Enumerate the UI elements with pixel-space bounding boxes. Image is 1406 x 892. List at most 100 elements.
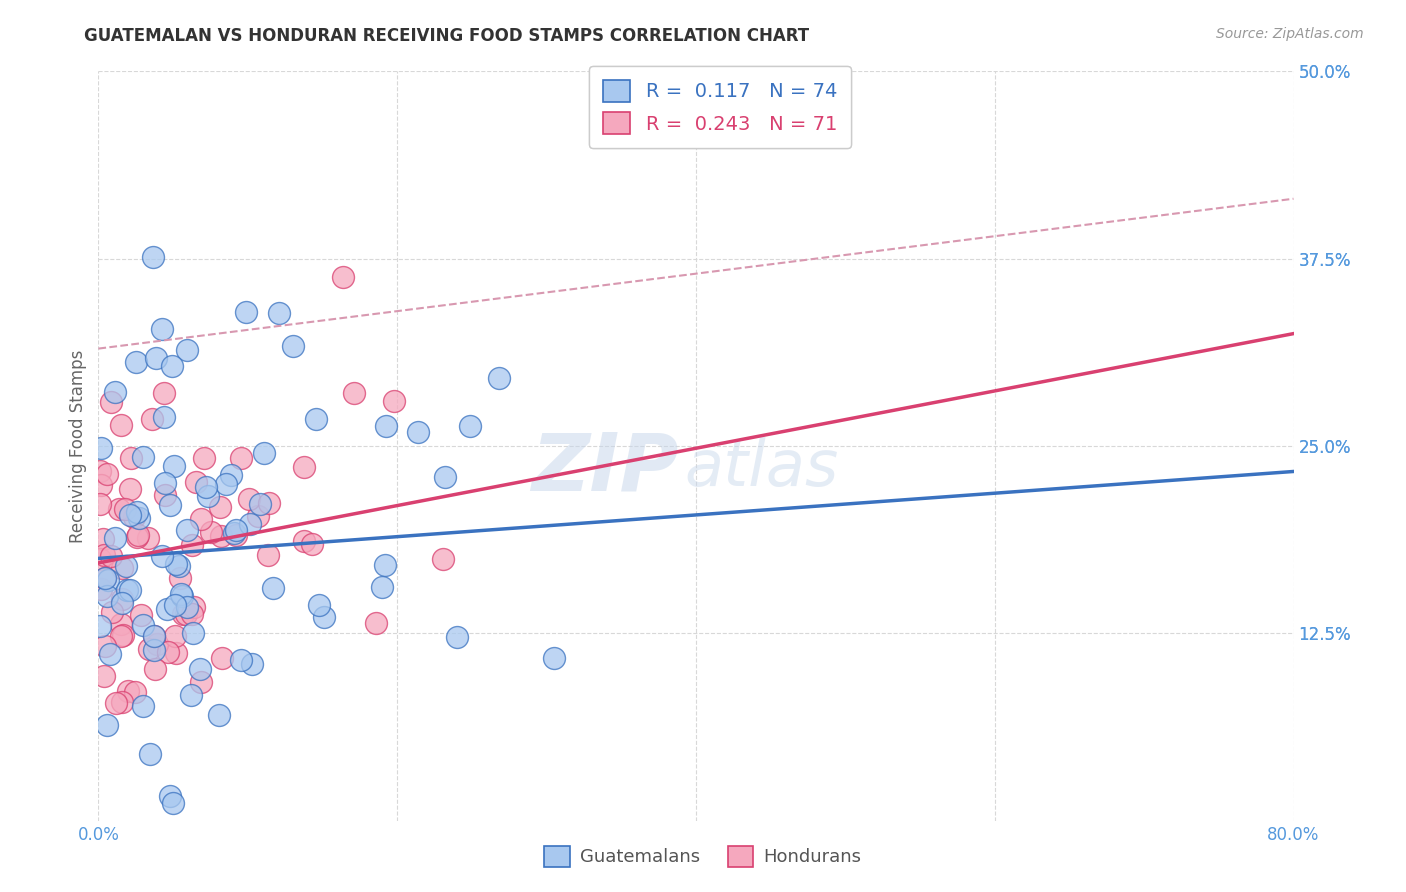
Point xyxy=(257,548,280,562)
Point xyxy=(543,651,565,665)
Y-axis label: Receiving Food Stamps: Receiving Food Stamps xyxy=(69,350,87,542)
Point xyxy=(143,662,166,676)
Text: atlas: atlas xyxy=(685,437,838,500)
Point xyxy=(183,626,205,640)
Point xyxy=(292,534,315,549)
Point xyxy=(370,580,392,594)
Point xyxy=(111,695,134,709)
Point xyxy=(132,618,155,632)
Point xyxy=(153,410,176,425)
Point xyxy=(114,559,136,574)
Point xyxy=(176,343,198,357)
Point xyxy=(152,549,174,563)
Point xyxy=(110,561,132,575)
Point xyxy=(120,508,142,522)
Point xyxy=(90,582,112,597)
Point xyxy=(174,607,197,621)
Point xyxy=(208,708,231,723)
Point xyxy=(90,442,112,456)
Point xyxy=(142,251,165,265)
Point xyxy=(145,351,167,366)
Point xyxy=(165,647,187,661)
Point xyxy=(162,796,184,810)
Point xyxy=(104,531,127,545)
Point xyxy=(125,506,148,520)
Point xyxy=(107,501,129,516)
Point xyxy=(172,607,194,621)
Point xyxy=(249,497,271,511)
Point xyxy=(111,591,134,606)
Point xyxy=(374,558,396,572)
Point xyxy=(150,322,173,336)
Point xyxy=(184,475,207,490)
Point xyxy=(169,571,191,585)
Text: Source: ZipAtlas.com: Source: ZipAtlas.com xyxy=(1216,27,1364,41)
Point xyxy=(129,608,152,623)
Point xyxy=(152,386,174,401)
Point xyxy=(281,339,304,353)
Point xyxy=(97,574,120,588)
Point xyxy=(131,699,153,714)
Point xyxy=(139,747,162,761)
Point xyxy=(142,629,165,643)
Point xyxy=(94,571,117,585)
Point xyxy=(294,460,316,475)
Point xyxy=(165,557,187,571)
Point xyxy=(160,359,183,374)
Legend: R =  0.117   N = 74, R =  0.243   N = 71: R = 0.117 N = 74, R = 0.243 N = 71 xyxy=(589,66,851,148)
Point xyxy=(159,789,181,803)
Point xyxy=(446,630,468,644)
Point xyxy=(163,629,186,643)
Point xyxy=(253,446,276,460)
Point xyxy=(458,419,481,434)
Point xyxy=(312,609,335,624)
Point xyxy=(224,526,246,541)
Point xyxy=(332,269,354,284)
Point xyxy=(96,589,118,603)
Point xyxy=(163,599,186,613)
Point xyxy=(100,394,122,409)
Point xyxy=(125,355,148,369)
Point xyxy=(211,651,233,665)
Point xyxy=(408,425,430,439)
Point xyxy=(118,582,141,597)
Point xyxy=(235,305,257,319)
Point xyxy=(231,450,253,465)
Point xyxy=(90,477,112,491)
Legend: Guatemalans, Hondurans: Guatemalans, Hondurans xyxy=(537,838,869,874)
Point xyxy=(100,549,122,564)
Point xyxy=(176,524,198,538)
Point xyxy=(96,467,118,481)
Point xyxy=(98,647,121,661)
Point xyxy=(94,571,117,585)
Point xyxy=(120,451,142,466)
Point xyxy=(104,696,127,710)
Point xyxy=(89,464,111,478)
Point xyxy=(190,675,212,690)
Point xyxy=(180,688,202,702)
Point xyxy=(115,582,138,597)
Point xyxy=(146,637,169,651)
Point xyxy=(229,653,252,667)
Point xyxy=(114,502,136,516)
Point xyxy=(239,517,262,532)
Point xyxy=(141,411,163,425)
Point xyxy=(117,684,139,698)
Point xyxy=(125,530,148,544)
Point xyxy=(364,616,387,631)
Point xyxy=(269,306,291,320)
Point xyxy=(93,669,115,683)
Point xyxy=(208,500,231,515)
Point xyxy=(163,459,186,474)
Point xyxy=(93,532,115,546)
Point xyxy=(156,644,179,658)
Point xyxy=(193,450,215,465)
Point xyxy=(131,450,153,464)
Point xyxy=(110,417,132,432)
Point xyxy=(167,559,190,574)
Point xyxy=(190,511,212,525)
Point xyxy=(183,599,205,614)
Point xyxy=(101,605,124,619)
Point xyxy=(238,492,260,507)
Point xyxy=(89,497,111,511)
